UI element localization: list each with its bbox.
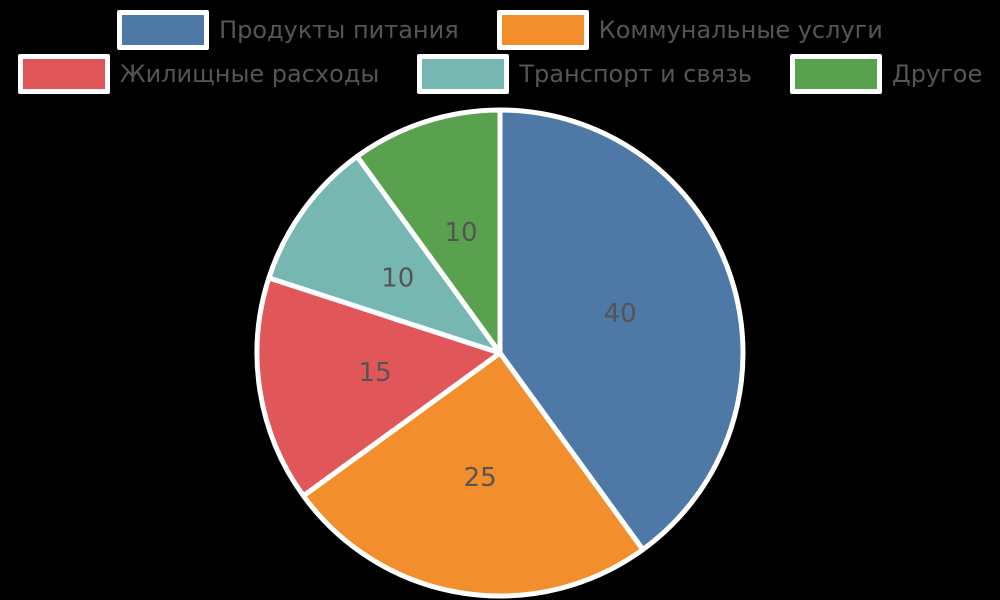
slice-value-label: 15 — [359, 358, 392, 388]
pie-slice — [354, 107, 503, 356]
pie-slice — [300, 350, 646, 599]
pie-slice — [266, 153, 503, 356]
slice-value-label: 25 — [464, 463, 497, 493]
legend-swatch — [417, 54, 510, 94]
legend-item: Транспорт и связь — [417, 54, 752, 94]
legend-swatch — [789, 54, 882, 94]
legend-item: Продукты питания — [117, 10, 459, 50]
slice-value-label: 40 — [604, 299, 637, 329]
legend-item: Жилищные расходы — [17, 54, 380, 94]
legend-label: Транспорт и связь — [519, 60, 752, 88]
legend-swatch — [117, 10, 210, 50]
legend-swatch — [17, 54, 110, 94]
slice-value-label: 10 — [444, 218, 477, 248]
pie-slice — [254, 275, 503, 499]
legend-item: Коммунальные услуги — [496, 10, 883, 50]
legend-row: Продукты питания Коммунальные услуги — [0, 10, 1000, 50]
legend-swatch — [496, 10, 589, 50]
chart-legend: Продукты питания Коммунальные услуги Жилищ… — [0, 10, 1000, 94]
legend-item: Другое — [789, 54, 983, 94]
legend-label: Жилищные расходы — [119, 60, 380, 88]
legend-label: Другое — [891, 60, 983, 88]
pie-slice — [497, 107, 746, 553]
slice-value-label: 10 — [381, 264, 414, 294]
legend-label: Коммунальные услуги — [598, 16, 883, 44]
legend-row: Жилищные расходы Транспорт и связь Другое — [0, 54, 1000, 94]
legend-label: Продукты питания — [219, 16, 459, 44]
